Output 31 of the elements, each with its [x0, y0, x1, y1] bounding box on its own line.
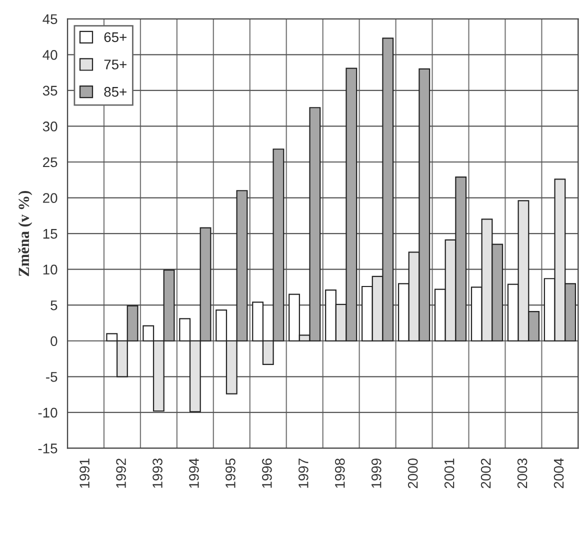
x-tick-label: 1997: [298, 458, 308, 488]
x-tick-label: 1995: [226, 458, 236, 488]
y-tick-label: 15: [43, 229, 58, 239]
y-axis-title: Změna (v %): [18, 190, 32, 276]
legend-label: 65+: [104, 32, 126, 42]
x-tick-label: 1999: [371, 458, 382, 488]
y-tick-label: 5: [50, 300, 58, 310]
y-tick-label: -10: [38, 408, 58, 418]
x-tick-label: 2002: [480, 458, 491, 488]
y-tick-label: 45: [42, 14, 58, 24]
y-tick-label: 40: [42, 50, 58, 60]
x-tick-label: 1996: [262, 458, 272, 488]
legend-label: 75+: [104, 60, 126, 70]
y-tick-label: -15: [38, 444, 58, 454]
x-tick-label: 1991: [80, 458, 90, 488]
y-tick-label: 25: [43, 157, 58, 168]
x-tick-label: 1998: [334, 458, 345, 488]
x-tick-label: 1993: [152, 458, 162, 488]
y-tick-label: 20: [43, 193, 58, 203]
y-tick-label: 10: [43, 264, 58, 274]
y-tick-label: 35: [42, 86, 58, 96]
x-tick-label: 2004: [554, 458, 564, 488]
x-tick-label: 2000: [408, 458, 418, 488]
y-tick-label: -5: [46, 372, 58, 382]
legend-label: 85+: [104, 86, 126, 97]
y-tick-label: 30: [42, 122, 58, 132]
y-tick-label: 0: [50, 336, 58, 346]
x-tick-label: 2001: [444, 458, 454, 488]
x-tick-label: 1992: [116, 458, 126, 488]
x-tick-label: 1994: [189, 458, 199, 488]
x-tick-label: 2003: [517, 458, 528, 488]
